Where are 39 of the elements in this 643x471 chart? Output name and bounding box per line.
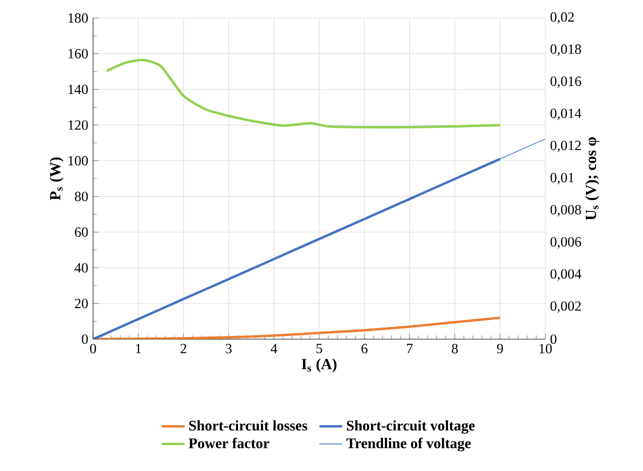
legend-label: Short-circuit voltage [346,420,475,434]
y-tick-label: 160 [68,49,88,58]
x-tick-label: 6 [361,344,368,354]
y2-tick-label: 0,018 [550,44,581,56]
y2-tick-label: 0,012 [550,140,581,152]
y2-tick-label: 0,016 [550,76,582,88]
legend-label: Trendline of voltage [346,438,471,452]
x-tick-label: 4 [270,344,278,354]
legend-label: Short-circuit losses [189,420,308,431]
y-tick-label: 80 [74,192,88,202]
x-tick-label: 10 [540,344,552,354]
y-tick-label: 140 [68,84,88,94]
y-tick-label: 60 [74,227,88,237]
x-tick-label: 7 [407,344,413,354]
x-tick-label: 8 [452,344,458,354]
legend-label: Power factor [188,438,270,448]
x-tick-label: 0 [90,344,96,354]
x-tick-label: 9 [497,344,503,354]
x-tick-label: 2 [180,344,186,354]
y2-tick-label: 0,008 [550,205,581,216]
y-tick-label: 180 [68,13,88,23]
y-tick-label: 100 [68,156,88,166]
y-axis-title: P$_{s}$ (W) [50,158,64,200]
x-tick-label: 1 [136,344,141,354]
y-tick-label: 20 [74,298,88,308]
y2-tick-label: 0,006 [550,237,582,249]
y-tick-label: 120 [68,120,88,130]
y-tick-label: 0 [82,334,88,344]
x-tick-label: 3 [226,344,232,354]
y2-tick-label: 0,02 [550,12,574,24]
y2-tick-label: 0,002 [550,301,581,313]
y2-tick-label: 0 [550,334,556,344]
y2-tick-label: 0,004 [550,269,582,281]
x-axis-title: I$_{s}$ (A) [302,358,336,372]
y2-tick-label: 0,014 [550,108,582,120]
y2-tick-label: 0,01 [550,172,574,184]
y-tick-label: 40 [74,263,88,273]
y2-axis-title: U$_{s}$ (V); cos φ [585,137,600,220]
x-tick-label: 5 [316,344,322,354]
